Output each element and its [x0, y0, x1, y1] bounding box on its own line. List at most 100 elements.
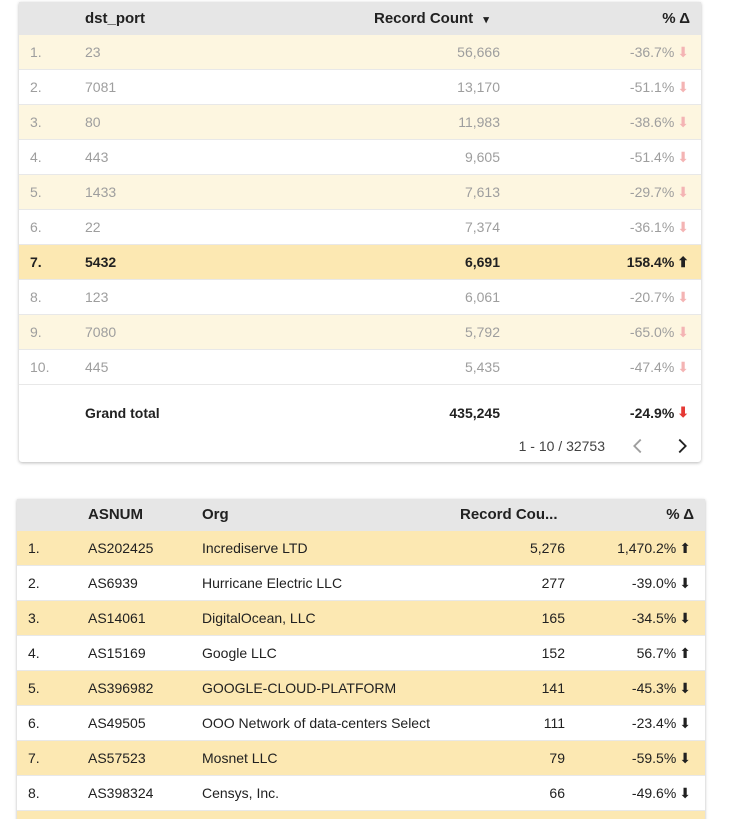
record-count-cell: 6,691 [464, 254, 500, 270]
pct-change-cell: -39.0% ⬇ [632, 566, 691, 600]
asnum-cell: AS14061 [88, 610, 146, 626]
record-count-cell: 66 [549, 785, 565, 801]
column-header-record-count-label: Record Count [374, 10, 474, 27]
table-row[interactable]: 5. 1433 7,613 -29.7% ⬇ [19, 175, 701, 210]
table-header: ASNUM Org Record Cou... % Δ [17, 499, 705, 531]
table-row[interactable]: 3. 80 11,983 -38.6% ⬇ [19, 105, 701, 140]
pct-change-value: 56.7% [636, 645, 677, 661]
up-arrow-icon: ⬆ [679, 540, 691, 556]
previous-page-button[interactable] [627, 435, 649, 457]
table-row[interactable]: 6. 22 7,374 -36.1% ⬇ [19, 210, 701, 245]
table-row[interactable]: 2. AS6939 Hurricane Electric LLC 277 -39.0% ⬇ [17, 566, 705, 601]
pct-change-value: -23.4% [631, 715, 677, 731]
pct-change-value: -36.7% [629, 44, 675, 60]
table-row[interactable]: 6. AS49505 OOO Network of data-centers Sel… [17, 706, 705, 741]
table-row[interactable]: 2. 7081 13,170 -51.1% ⬇ [19, 70, 701, 105]
record-count-cell: 79 [549, 750, 565, 766]
pct-change-cell: -23.4% ⬇ [632, 706, 691, 740]
column-header-org[interactable]: Org [202, 506, 229, 523]
column-header-dst-port[interactable]: dst_port [85, 10, 145, 27]
down-arrow-icon: ⬇ [677, 114, 689, 130]
pct-change-cell: -34.5% ⬇ [632, 601, 691, 635]
record-count-cell: 111 [543, 715, 565, 731]
down-arrow-icon: ⬇ [677, 184, 689, 200]
row-index: 10. [30, 359, 50, 375]
record-count-cell: 152 [541, 645, 565, 661]
grand-total-pct-value: -24.9% [629, 405, 675, 421]
pct-change-cell: -29.7% ⬇ [630, 175, 689, 209]
column-header-pct-change[interactable]: % Δ [662, 10, 690, 27]
table-row[interactable]: 9. 7080 5,792 -65.0% ⬇ [19, 315, 701, 350]
table-row[interactable]: 10. 445 5,435 -47.4% ⬇ [19, 350, 701, 385]
down-arrow-icon: ⬇ [679, 610, 691, 626]
record-count-cell: 7,374 [464, 219, 500, 235]
record-count-cell: 9,605 [464, 149, 500, 165]
row-index: 8. [28, 785, 40, 801]
table-row[interactable]: 3. AS14061 DigitalOcean, LLC 165 -34.5% ⬇ [17, 601, 705, 636]
org-cell: Mosnet LLC [202, 750, 278, 766]
pct-change-value: -20.7% [629, 289, 675, 305]
up-arrow-icon: ⬆ [677, 254, 689, 270]
table-row[interactable]: 1. 23 56,666 -36.7% ⬇ [19, 35, 701, 70]
record-count-cell: 11,983 [458, 114, 500, 130]
next-page-button[interactable] [671, 435, 693, 457]
pct-change-cell: -51.4% ⬇ [630, 140, 689, 174]
asnum-cell: AS202425 [88, 540, 154, 556]
pct-change-value: -49.6% [631, 785, 677, 801]
pct-change-cell: 1,470.2% ⬆ [617, 531, 691, 565]
table-row[interactable] [17, 811, 705, 819]
column-header-record-count[interactable]: Record Cou... [460, 506, 558, 523]
dst-port-cell: 80 [85, 114, 101, 130]
pct-change-cell: -65.0% ⬇ [630, 315, 689, 349]
dst-port-cell: 5432 [85, 254, 117, 270]
table-row[interactable]: 1. AS202425 Incrediserve LTD 5,276 1,470.2% ⬆ [17, 531, 705, 566]
pct-change-cell: -47.4% ⬇ [630, 350, 689, 384]
asnum-cell: AS6939 [88, 575, 138, 591]
row-index: 7. [28, 750, 40, 766]
table-row[interactable]: 7. 5432 6,691 158.4% ⬆ [19, 245, 701, 280]
org-cell: Hurricane Electric LLC [202, 575, 343, 591]
org-cell: Google LLC [202, 645, 277, 661]
row-index: 7. [30, 254, 42, 270]
table-row[interactable]: 8. AS398324 Censys, Inc. 66 -49.6% ⬇ [17, 776, 705, 811]
dst-port-cell: 7081 [85, 79, 117, 95]
record-count-cell: 165 [541, 610, 565, 626]
column-header-asnum[interactable]: ASNUM [88, 506, 143, 523]
down-arrow-icon: ⬇ [677, 79, 689, 95]
column-header-record-count[interactable]: Record Count ▾ [374, 2, 489, 37]
pct-change-value: 1,470.2% [617, 540, 677, 556]
row-index: 3. [28, 610, 40, 626]
record-count-cell: 5,276 [529, 540, 565, 556]
row-index: 9. [30, 324, 42, 340]
pct-change-value: -29.7% [629, 184, 675, 200]
pct-change-value: 158.4% [626, 254, 675, 270]
table-row[interactable]: 5. AS396982 GOOGLE-CLOUD-PLATFORM 141 -45.3%… [17, 671, 705, 706]
column-header-pct-change[interactable]: % Δ [666, 506, 694, 523]
table-row[interactable]: 7. AS57523 Mosnet LLC 79 -59.5% ⬇ [17, 741, 705, 776]
dst-port-cell: 7080 [85, 324, 117, 340]
table-row[interactable]: 8. 123 6,061 -20.7% ⬇ [19, 280, 701, 315]
grand-total-label: Grand total [85, 405, 160, 421]
table-row[interactable]: 4. AS15169 Google LLC 152 56.7% ⬆ [17, 636, 705, 671]
asnum-cell: AS49505 [88, 715, 146, 731]
grand-total-pct: -24.9% ⬇ [630, 395, 689, 431]
row-index: 4. [30, 149, 42, 165]
row-index: 6. [30, 219, 42, 235]
record-count-cell: 56,666 [457, 44, 500, 60]
row-index: 6. [28, 715, 40, 731]
asnum-cell: AS398324 [88, 785, 154, 801]
down-arrow-icon: ⬇ [679, 680, 691, 696]
grand-total-count: 435,245 [449, 405, 500, 421]
row-index: 1. [30, 44, 42, 60]
org-cell: Incrediserve LTD [202, 540, 308, 556]
record-count-cell: 13,170 [457, 79, 500, 95]
pagination: 1 - 10 / 32753 [19, 433, 701, 459]
pct-change-value: -34.5% [631, 610, 677, 626]
sort-desc-icon[interactable]: ▾ [483, 14, 489, 26]
pct-change-cell: -45.3% ⬇ [632, 671, 691, 705]
row-index: 5. [28, 680, 40, 696]
pct-change-cell: 158.4% ⬆ [627, 245, 689, 279]
dst-port-cell: 1433 [85, 184, 117, 200]
asnum-cell: AS15169 [88, 645, 146, 661]
table-row[interactable]: 4. 443 9,605 -51.4% ⬇ [19, 140, 701, 175]
